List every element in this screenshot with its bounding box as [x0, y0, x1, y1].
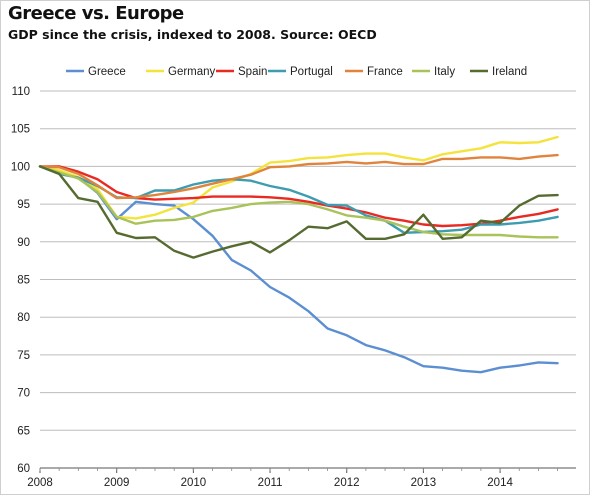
y-tick-label: 60 [17, 463, 30, 475]
legend: Greece Germany Spain Portugal France Italy Ire… [66, 66, 527, 78]
series-line-greece [38, 165, 559, 374]
axes [39, 467, 576, 473]
y-tick-label: 85 [17, 275, 30, 287]
y-tick-label: 70 [17, 388, 30, 400]
series-lines [38, 135, 559, 374]
series-line-germany [38, 135, 559, 220]
chart-subtitle: GDP since the crisis, indexed to 2008. S… [8, 27, 377, 42]
legend-label-spain: Spain [238, 66, 267, 78]
legend-label-germany: Germany [168, 66, 216, 78]
y-tick-label: 90 [17, 237, 30, 249]
legend-label-greece: Greece [88, 66, 126, 78]
x-tick-label: 2008 [27, 477, 53, 489]
y-tick-label: 100 [11, 161, 30, 173]
legend-label-ireland: Ireland [492, 66, 527, 78]
x-tick-label: 2009 [104, 477, 130, 489]
legend-label-italy: Italy [434, 66, 455, 78]
legend-label-portugal: Portugal [290, 66, 333, 78]
y-tick-label: 65 [17, 425, 30, 437]
y-tick-label: 75 [17, 350, 30, 362]
series-line-spain [38, 165, 559, 228]
y-tick-label: 105 [11, 124, 30, 136]
x-tick-label: 2011 [258, 477, 283, 489]
series-line-italy [38, 165, 559, 239]
x-tick-label: 2013 [411, 477, 437, 489]
x-tick-label: 2010 [181, 477, 207, 489]
legend-label-france: France [367, 66, 403, 78]
gridlines [40, 90, 576, 469]
x-tick-label: 2014 [487, 477, 513, 489]
y-tick-label: 110 [12, 86, 30, 98]
series-line-ireland [38, 165, 559, 259]
series-line-france [38, 153, 559, 200]
x-tick-label: 2012 [334, 477, 360, 489]
y-tick-label: 80 [17, 312, 30, 324]
tick-labels: 60 65 70 75 80 85 90 95 100 105 110 2008 2009 2010 201… [11, 86, 514, 489]
chart-title: Greece vs. Europe [8, 3, 184, 24]
y-tick-label: 95 [17, 199, 30, 211]
